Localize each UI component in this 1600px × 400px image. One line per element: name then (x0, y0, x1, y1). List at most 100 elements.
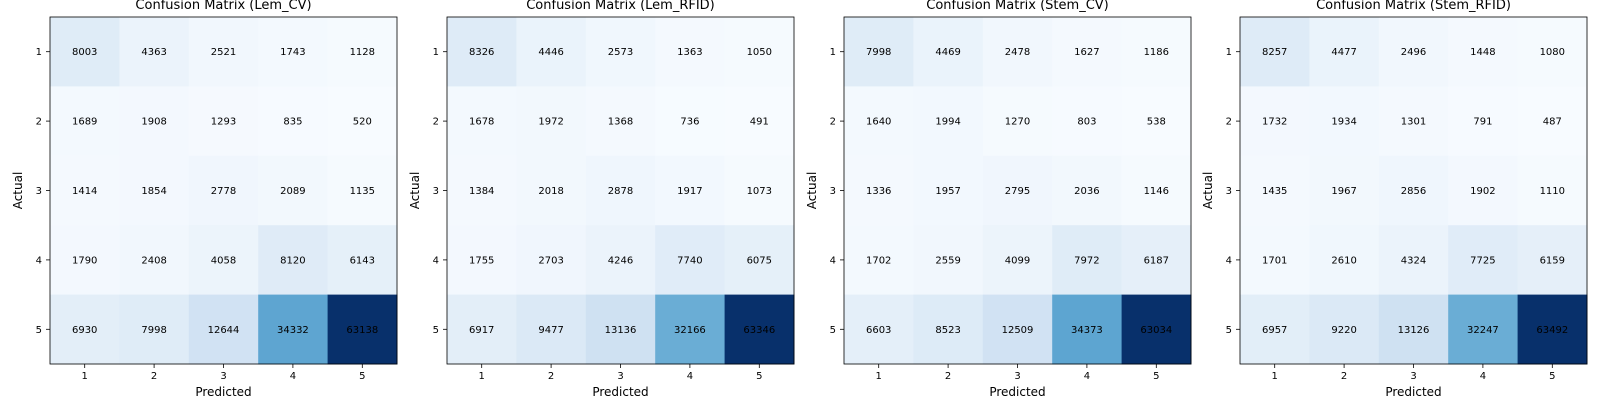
heatmap-panel-3: Confusion Matrix (Stem_CV)7998 4469 2478 16… (805, 0, 1192, 399)
heatmap-cell (1240, 225, 1310, 296)
cell-value-label: 1627 (1074, 47, 1099, 58)
heatmap-cell (913, 86, 984, 157)
heatmap-cell (258, 225, 329, 296)
cell-value-label: 8326 (469, 47, 494, 58)
heatmap-cell (1052, 225, 1123, 296)
heatmap-cell (1378, 86, 1449, 157)
heatmap-cell (585, 225, 656, 296)
x-tick-label: 1 (82, 371, 88, 382)
cell-value-label: 2408 (141, 255, 166, 266)
cell-value-label: 63346 (743, 325, 775, 336)
heatmap-cell (119, 17, 190, 87)
heatmap-cell (585, 86, 656, 157)
cell-value-label: 1972 (538, 117, 563, 128)
x-tick-label: 2 (1341, 371, 1347, 382)
cell-value-label: 1110 (1540, 186, 1565, 197)
heatmap-cell (1052, 294, 1123, 365)
cell-value-label: 1146 (1144, 186, 1169, 197)
cell-value-label: 736 (680, 117, 699, 128)
cell-value-label: 520 (353, 117, 372, 128)
y-tick-label: 3 (830, 186, 836, 197)
heatmap-cell (447, 17, 517, 87)
cell-value-label: 1689 (72, 117, 97, 128)
y-tick-label: 2 (433, 117, 439, 128)
cell-value-label: 1293 (211, 117, 236, 128)
cell-value-label: 8120 (280, 255, 305, 266)
cell-value-label: 8003 (72, 47, 97, 58)
cell-value-label: 32166 (674, 325, 706, 336)
cell-value-label: 1073 (747, 186, 772, 197)
cell-value-label: 6187 (1144, 255, 1169, 266)
cell-value-label: 1336 (866, 186, 891, 197)
cell-value-label: 6143 (350, 255, 375, 266)
cell-value-label: 63034 (1140, 325, 1172, 336)
heatmap-cell (1378, 17, 1449, 87)
cell-value-label: 7725 (1470, 255, 1495, 266)
heatmap-cell (1052, 155, 1123, 226)
heatmap-cell (1448, 86, 1519, 157)
cell-value-label: 1050 (747, 47, 772, 58)
heatmap-cell (516, 86, 587, 157)
heatmap-cell (1378, 155, 1449, 226)
cell-value-label: 6930 (72, 325, 97, 336)
heatmap-cell (844, 225, 914, 296)
y-tick-label: 2 (830, 117, 836, 128)
heatmap-cell (258, 155, 329, 226)
y-tick-label: 4 (1226, 255, 1232, 266)
heatmap-cell (258, 17, 329, 87)
cell-value-label: 4469 (935, 47, 960, 58)
heatmap-cell (516, 225, 587, 296)
cell-value-label: 1902 (1470, 186, 1495, 197)
heatmap-cell (913, 17, 984, 87)
cell-value-label: 4477 (1331, 47, 1356, 58)
heatmap-cell (1121, 86, 1192, 157)
cell-value-label: 1994 (935, 117, 960, 128)
cell-value-label: 1301 (1401, 117, 1426, 128)
heatmap-cell (1448, 17, 1519, 87)
heatmap-cell (1240, 86, 1310, 157)
cell-value-label: 1414 (72, 186, 97, 197)
cell-value-label: 12509 (1002, 325, 1034, 336)
chart-title: Confusion Matrix (Stem_RFID) (1316, 0, 1511, 13)
cell-value-label: 6075 (747, 255, 772, 266)
heatmap-cell (1309, 155, 1380, 226)
cell-value-label: 1957 (935, 186, 960, 197)
x-tick-label: 4 (1480, 371, 1486, 382)
x-tick-label: 1 (1272, 371, 1278, 382)
heatmap-cell (50, 86, 120, 157)
y-tick-label: 2 (36, 117, 42, 128)
cell-value-label: 1363 (677, 47, 702, 58)
cell-value-label: 2778 (211, 186, 236, 197)
x-tick-label: 4 (1084, 371, 1090, 382)
x-tick-label: 3 (1014, 371, 1020, 382)
heatmap-cell (447, 225, 517, 296)
y-tick-label: 1 (433, 47, 439, 58)
heatmap-cell (119, 225, 190, 296)
heatmap-cell (188, 155, 259, 226)
heatmap-cell (1052, 17, 1123, 87)
cell-value-label: 2856 (1401, 186, 1426, 197)
heatmap-cell (585, 17, 656, 87)
heatmap-cell (1517, 155, 1588, 226)
cell-value-label: 2036 (1074, 186, 1099, 197)
heatmap-cell (655, 155, 726, 226)
heatmap-cell (188, 86, 259, 157)
x-tick-label: 5 (1153, 371, 1159, 382)
cell-value-label: 1967 (1331, 186, 1356, 197)
x-axis-label: Predicted (195, 385, 251, 399)
heatmap-cell (327, 294, 398, 365)
cell-value-label: 13126 (1398, 325, 1430, 336)
cell-value-label: 1435 (1262, 186, 1287, 197)
heatmap-cell (327, 155, 398, 226)
cell-value-label: 1678 (469, 117, 494, 128)
cell-value-label: 1640 (866, 117, 891, 128)
heatmap-cell (724, 294, 795, 365)
heatmap-panel-2: Confusion Matrix (Lem_RFID) 8326 4446 2573 1… (408, 0, 795, 399)
cell-value-label: 1934 (1331, 117, 1356, 128)
heatmap-cell (982, 86, 1053, 157)
y-tick-label: 3 (1226, 186, 1232, 197)
heatmap-cell (982, 155, 1053, 226)
cell-value-label: 34373 (1071, 325, 1103, 336)
heatmap-cell (655, 225, 726, 296)
cell-value-label: 487 (1543, 117, 1562, 128)
